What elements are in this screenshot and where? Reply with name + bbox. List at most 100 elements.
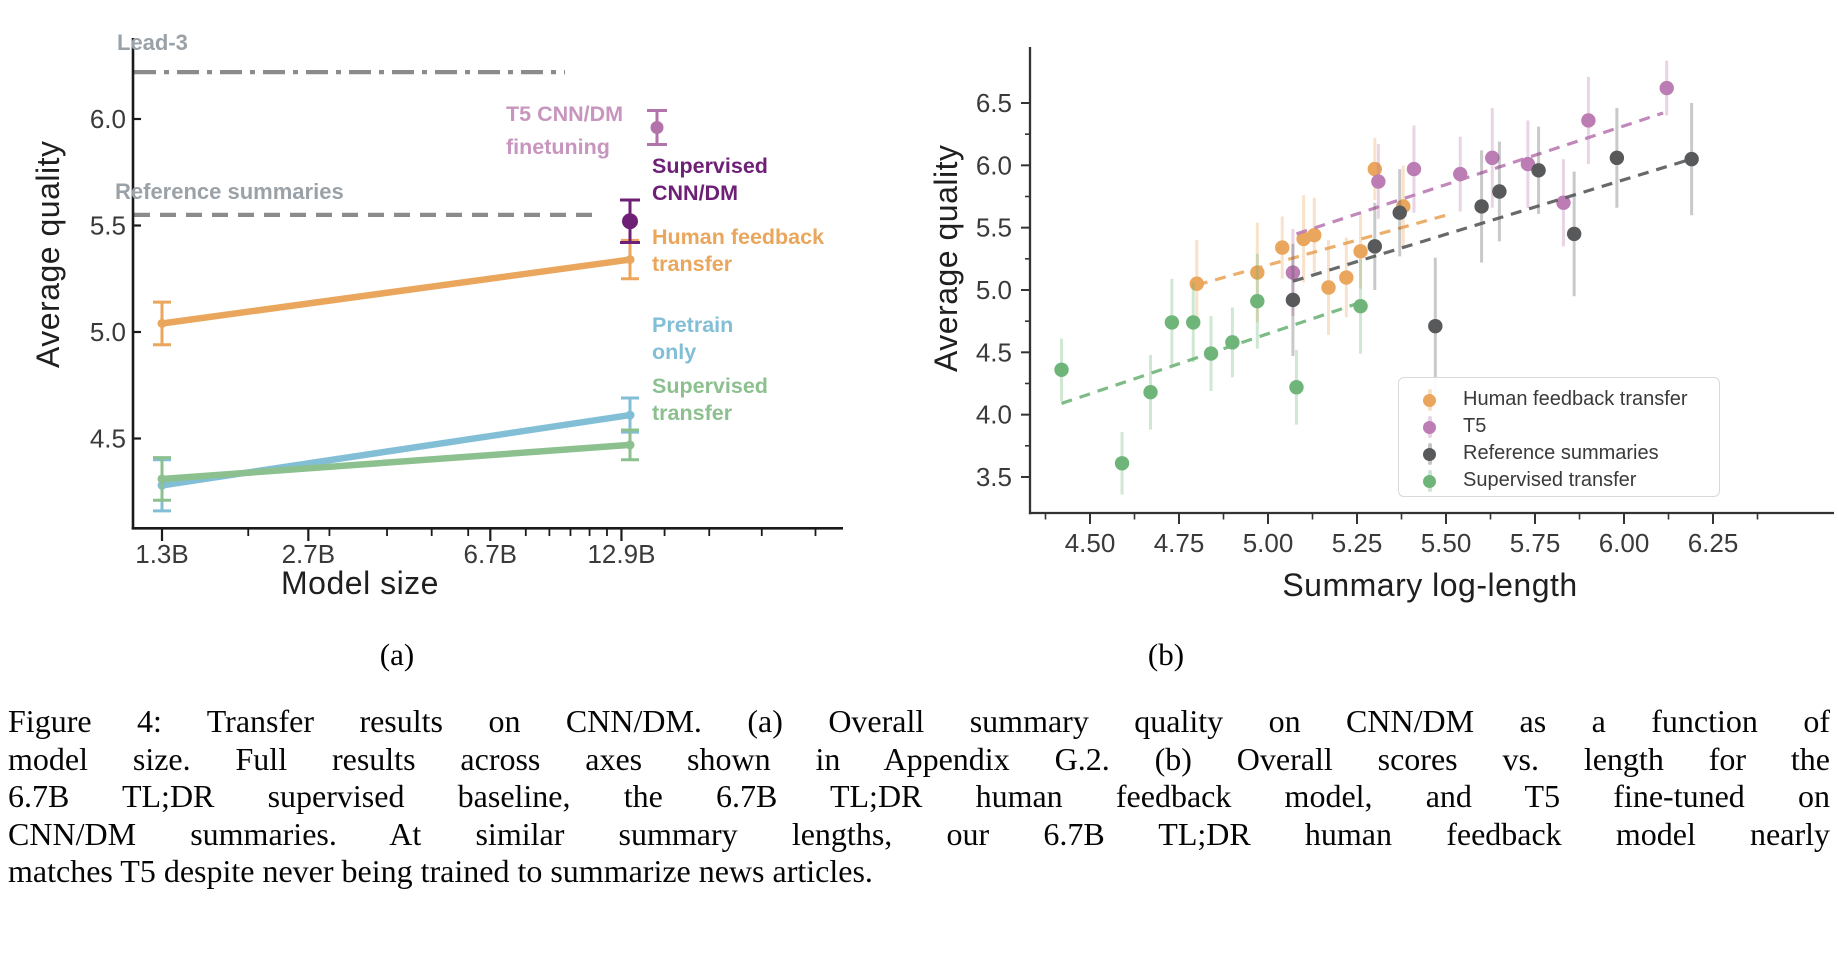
data-point	[1556, 195, 1571, 210]
annotation-point-t5-cnn-dm-finetuning	[647, 108, 667, 147]
subfigure-a-label: (a)	[379, 637, 415, 672]
pretrain-only-label-line1: Pretrain	[652, 313, 734, 337]
data-point	[1275, 240, 1290, 255]
trend-line	[1295, 111, 1664, 236]
x-tick-label: 6.7B	[464, 539, 518, 569]
data-point	[1406, 161, 1422, 177]
data-point	[1531, 163, 1546, 178]
chart-a: 1.3B 2.7B 6.7B 12.9B 4.5 5.0 5.5 6.0	[90, 38, 843, 569]
data-point	[1371, 174, 1386, 189]
supervised-cnndm-label-line1: Supervised	[652, 154, 768, 178]
legend-item-label: Reference summaries	[1463, 442, 1659, 464]
x-tick-label: 5.00	[1243, 528, 1294, 558]
data-point	[625, 410, 635, 420]
supervised-transfer-label-line1: Supervised	[652, 374, 768, 398]
data-point	[1250, 265, 1265, 280]
data-point	[1285, 292, 1301, 308]
data-point	[1485, 150, 1500, 166]
x-tick-label: 4.75	[1154, 528, 1205, 558]
y-tick-label: 5.0	[976, 275, 1012, 305]
data-point	[1225, 335, 1240, 350]
legend-marker-icon	[1417, 388, 1443, 412]
x-tick-label: 6.25	[1688, 528, 1739, 558]
chart-a-y-axis-title: Average quality	[30, 140, 66, 369]
lead3-line-label: Lead-3	[117, 30, 188, 55]
data-point	[1428, 318, 1443, 334]
data-point	[1520, 156, 1536, 172]
chart-b-x-axis-title: Summary log-length	[1282, 567, 1578, 603]
x-tick-label: 5.25	[1332, 528, 1383, 558]
supervised-transfer-label: Supervised transfer	[652, 373, 768, 427]
supervised-cnndm-label: Supervised CNN/DM	[652, 153, 768, 207]
caption-line: model size. Full results across axes sho…	[8, 740, 1830, 777]
data-point	[157, 474, 167, 484]
data-point	[1321, 280, 1336, 295]
data-point	[1581, 113, 1596, 128]
y-tick-label: 5.0	[90, 317, 126, 347]
legend-item-label: Supervised transfer	[1463, 469, 1637, 491]
annotation-point-supervised-cnn-dm	[620, 198, 640, 245]
chart-a-x-axis-title: Model size	[281, 565, 439, 601]
data-point	[625, 440, 635, 450]
trend-line	[1292, 156, 1696, 283]
x-tick-label: 6.00	[1599, 528, 1650, 558]
y-tick-label: 3.5	[976, 462, 1012, 492]
data-point	[1492, 184, 1507, 199]
reference-summaries-line-label: Reference summaries	[115, 179, 344, 204]
data-point	[650, 121, 664, 135]
pretrain-only-label-line2: only	[652, 340, 697, 364]
figure-charts-canvas: 1.3B 2.7B 6.7B 12.9B 4.5 5.0 5.5 6.0 4.50 4.75 5.0…	[90, 38, 1834, 569]
data-point	[1392, 205, 1407, 220]
legend-marker-icon	[1417, 469, 1443, 493]
scatter-series-t5	[1285, 60, 1674, 317]
data-point	[1164, 315, 1180, 330]
caption-line: matches T5 despite never being trained t…	[8, 853, 873, 889]
data-point	[1143, 385, 1158, 400]
x-tick-label: 1.3B	[135, 539, 189, 569]
subfigure-b-label: (b)	[1147, 637, 1185, 672]
legend-marker-icon	[1417, 442, 1443, 466]
data-point	[625, 255, 635, 265]
data-point	[157, 318, 167, 328]
data-point	[1659, 80, 1674, 96]
caption-line: CNN/DM summaries. At similar summary len…	[8, 815, 1830, 852]
x-tick-label: 12.9B	[587, 539, 655, 569]
y-tick-label: 4.5	[976, 337, 1012, 367]
data-point	[1339, 270, 1354, 285]
legend-item-supervised-transfer: Supervised transfer	[1417, 467, 1719, 494]
y-tick-label: 5.5	[976, 213, 1012, 243]
pretrain-only-label: Pretrain only	[652, 312, 733, 366]
y-tick-label: 6.0	[90, 104, 126, 134]
legend-item-t5: T5	[1417, 413, 1719, 440]
data-point	[1474, 199, 1489, 214]
series-pretrain-only	[153, 396, 639, 513]
series-line	[158, 441, 634, 483]
series-supervised-transfer	[153, 428, 639, 502]
scatter-series-reference-summaries	[1285, 103, 1699, 395]
caption-line: 6.7B TL;DR supervised baseline, the 6.7B…	[8, 778, 1830, 814]
trend-line	[1196, 213, 1447, 287]
scatter-series-human-feedback-transfer	[1189, 137, 1447, 335]
data-point	[1307, 227, 1322, 243]
data-point	[1367, 161, 1383, 177]
human-feedback-transfer-label-line1: Human feedback	[652, 225, 825, 249]
scatter-series-supervised-transfer	[1054, 253, 1368, 495]
data-point	[1189, 276, 1205, 291]
data-point	[1054, 362, 1069, 377]
x-tick-label: 5.75	[1510, 528, 1561, 558]
x-tick-label: 5.50	[1421, 528, 1472, 558]
t5-cnndm-finetuning-label-line2: finetuning	[506, 135, 610, 159]
data-point	[1353, 244, 1368, 259]
x-tick-label: 4.50	[1065, 528, 1116, 558]
human-feedback-transfer-label-line2: transfer	[652, 252, 733, 276]
y-tick-label: 4.0	[976, 400, 1012, 430]
figure-caption: Figure 4: Transfer results on CNN/DM. (a…	[8, 703, 1830, 891]
supervised-transfer-label-line2: transfer	[652, 401, 733, 425]
y-tick-label: 4.5	[90, 424, 126, 454]
chart-b-y-axis-title: Average quality	[928, 144, 964, 373]
data-point	[1285, 265, 1301, 280]
data-point	[622, 213, 638, 230]
human-feedback-transfer-label: Human feedback transfer	[652, 224, 824, 278]
legend-marker-icon	[1417, 415, 1443, 439]
